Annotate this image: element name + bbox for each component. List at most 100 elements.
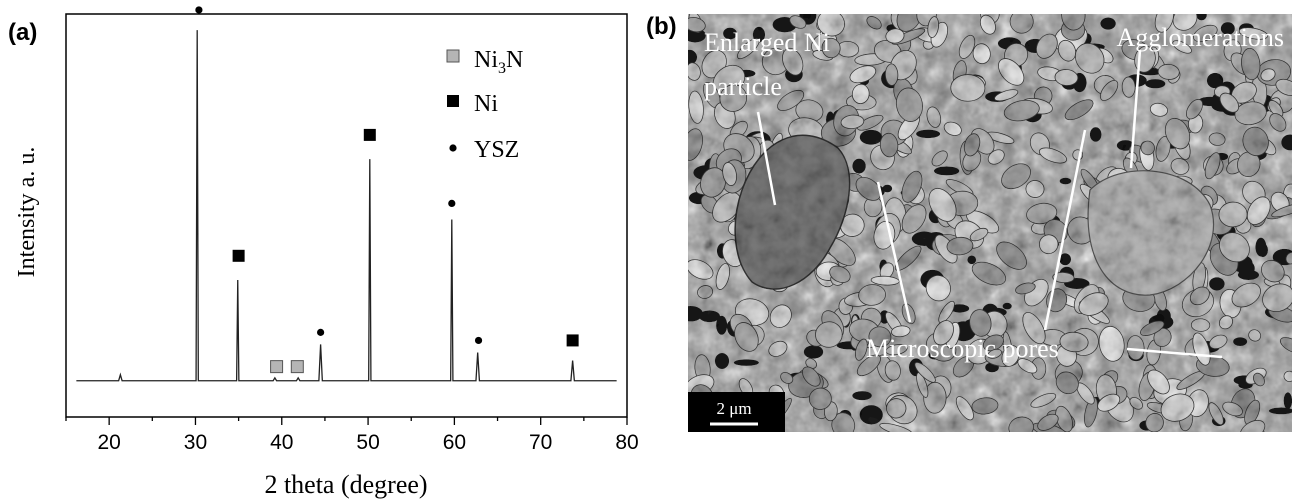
micrograph-pore	[1220, 22, 1235, 35]
ysz-peak-marker	[195, 6, 203, 14]
micrograph-pore	[733, 359, 759, 366]
micrograph-grain	[808, 387, 832, 410]
x-axis-label: 2 theta (degree)	[264, 470, 427, 499]
micrograph-grain	[1149, 102, 1168, 117]
micrograph-grain	[1030, 392, 1057, 408]
micrograph-pore	[1100, 17, 1116, 30]
micrograph-pore	[688, 49, 698, 65]
legend: Ni3N Ni YSZ	[446, 47, 523, 163]
micrograph-grain	[1059, 331, 1089, 353]
micrograph-grain	[870, 275, 900, 286]
micrograph-grain	[1145, 412, 1164, 432]
micrograph-grain	[780, 371, 794, 384]
scale-bar-label: 2 μm	[716, 399, 751, 418]
micrograph-grain	[1172, 14, 1198, 31]
micrograph-grain	[802, 366, 821, 387]
micrograph-grain	[928, 187, 957, 222]
micrograph-grain	[734, 322, 759, 352]
micrograph-grain	[1246, 196, 1271, 225]
micrograph-grain	[955, 396, 974, 421]
y-axis-label: Intensity a. u.	[14, 147, 40, 278]
x-tick-label: 20	[97, 431, 120, 454]
micrograph-grain	[894, 245, 922, 271]
micrograph-grain	[1038, 234, 1059, 255]
panel-b-label: (b)	[646, 13, 677, 40]
micrograph-grain	[1190, 318, 1211, 332]
micrograph-pore	[1209, 277, 1225, 291]
micrograph-grain	[1147, 369, 1170, 395]
micrograph-grain	[886, 398, 907, 419]
micrograph-pore	[1196, 14, 1207, 21]
annotation-lines	[756, 49, 1223, 359]
micrograph-grain	[931, 150, 948, 167]
micrograph-grain	[1001, 345, 1020, 367]
micrograph-grain	[1231, 282, 1261, 308]
micrograph-grain	[782, 47, 804, 76]
micrograph-pore	[859, 129, 883, 145]
micrograph-grain	[1074, 42, 1105, 74]
micrograph-grain	[1269, 113, 1287, 132]
micrograph-grain	[1140, 320, 1165, 336]
x-tick-label: 40	[270, 431, 293, 454]
micrograph-grain	[1204, 152, 1221, 180]
micrograph-grain	[1189, 286, 1210, 306]
micrograph-grain	[1140, 140, 1155, 156]
micrograph-grain	[1154, 14, 1174, 33]
micrograph-grain	[856, 354, 881, 377]
micrograph-grain	[1001, 163, 1032, 190]
micrograph-grain	[1098, 325, 1125, 362]
micrograph-pore	[1206, 72, 1224, 89]
micrograph-grain	[816, 14, 846, 37]
annotation-agglomerations: Agglomerations	[1116, 23, 1284, 52]
micrograph-pore	[1281, 134, 1292, 151]
micrograph-grain	[719, 84, 748, 112]
ysz-peak-marker	[474, 336, 483, 345]
legend-ysz-label: YSZ	[474, 137, 519, 163]
micrograph-grain	[1192, 332, 1211, 366]
micrograph-grain	[1026, 202, 1058, 225]
micrograph-grains	[688, 14, 1292, 432]
micrograph-grain	[851, 83, 870, 104]
agglomeration-region	[1087, 170, 1215, 296]
micrograph-pore	[688, 305, 703, 322]
micrograph-grain	[715, 263, 731, 290]
micrograph-grain	[1037, 413, 1059, 431]
micrograph-grain	[840, 114, 865, 130]
micrograph-grain	[979, 14, 996, 35]
micrograph-grain	[688, 128, 704, 161]
micrograph-grain	[1036, 33, 1058, 59]
legend-ni3n-marker	[446, 49, 460, 63]
micrograph-grain	[1064, 99, 1094, 121]
micrograph-grain	[768, 340, 788, 357]
micrograph-grain	[815, 321, 843, 348]
enlarged-ni-pointer	[756, 111, 777, 206]
annotation-particle: particle	[704, 72, 782, 101]
micrograph-grain	[1185, 98, 1204, 120]
micrograph-grain	[855, 176, 882, 201]
pores-pointer-3	[1126, 347, 1223, 359]
micrograph-grain	[1260, 259, 1285, 283]
micrograph-grain	[1209, 334, 1228, 350]
enlarged-ni-particle	[734, 134, 851, 290]
micrograph-grain	[688, 90, 704, 124]
micrograph-grain	[1222, 401, 1243, 417]
micrograph-pore	[1255, 237, 1267, 257]
micrograph-grain	[868, 326, 892, 348]
micrograph-pore	[1283, 392, 1292, 410]
micrograph-pore	[852, 158, 866, 174]
micrograph-grain	[1017, 358, 1038, 374]
ni-peak-marker	[232, 249, 245, 262]
micrograph-grain	[1025, 180, 1045, 198]
micrograph-grain	[884, 63, 899, 86]
sem-micrograph: Enlarged Ni particle Agglomerations Micr…	[688, 14, 1292, 432]
micrograph-pore	[698, 310, 721, 323]
x-axis-ticks	[65, 417, 628, 425]
micrograph-grain	[1170, 158, 1190, 175]
x-tick-label: 80	[615, 431, 638, 454]
micrograph-grain	[972, 43, 991, 65]
micrograph-grain	[1153, 327, 1172, 347]
micrograph-grain	[777, 89, 805, 111]
ysz-peak-marker	[448, 199, 456, 208]
micrograph-grain	[969, 227, 989, 242]
